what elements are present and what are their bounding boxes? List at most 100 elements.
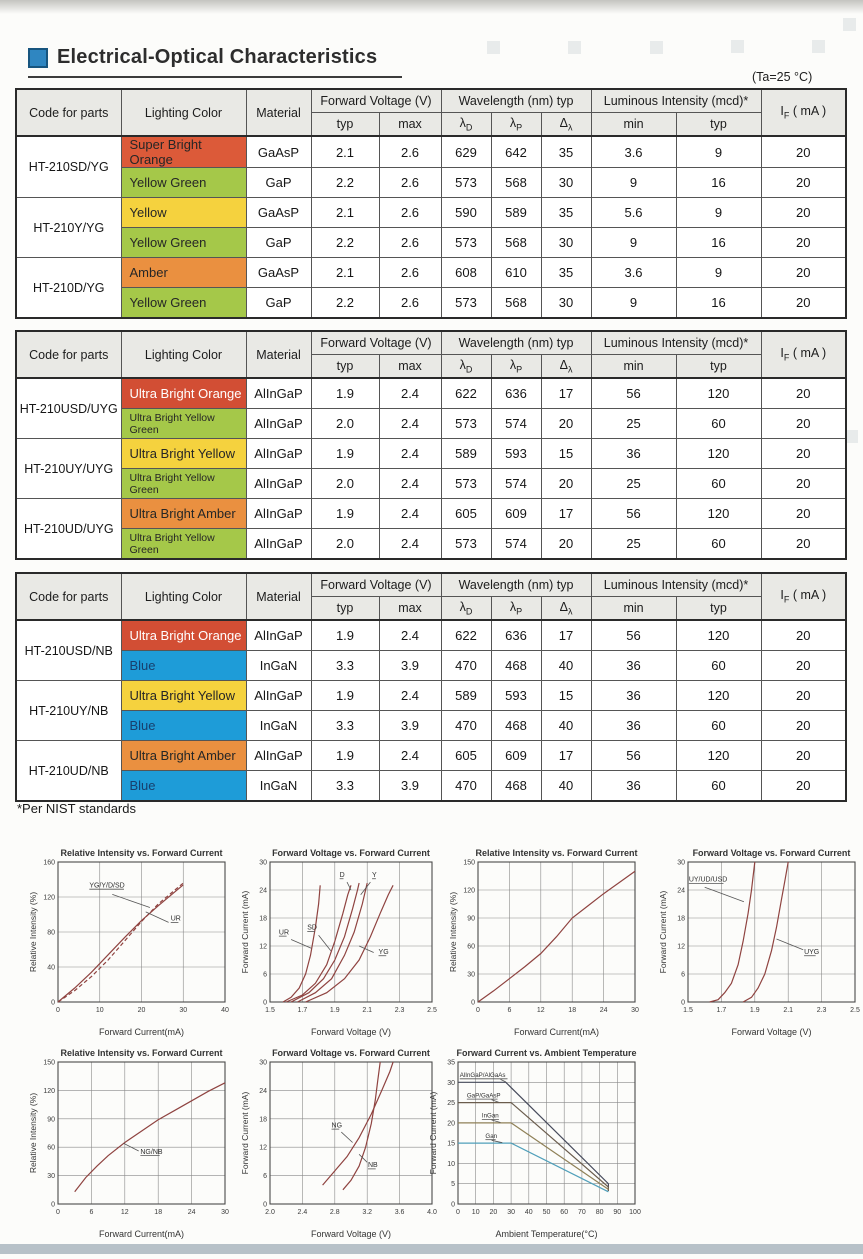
col-subheader: max	[378, 596, 442, 621]
x-tick: 40	[525, 1209, 533, 1216]
col-header-wavelength: Wavelength (nm) typ	[440, 88, 592, 113]
y-tick: 35	[447, 1060, 455, 1067]
value-cell: 2.1	[310, 135, 380, 168]
table-row: HT-210USD/UYG Ultra Bright Orange AlInGaP 1…	[15, 377, 847, 439]
col-header-forward-voltage: Forward Voltage (V)	[310, 88, 442, 113]
x-tick: 1.9	[750, 1007, 760, 1014]
y-tick: 12	[677, 944, 685, 951]
x-axis-label: Forward Current(mA)	[514, 1027, 599, 1037]
x-tick: 1.5	[683, 1007, 693, 1014]
y-tick: 120	[463, 888, 475, 895]
part-code: HT-210UY/NB	[15, 680, 122, 741]
x-tick: 1.7	[298, 1007, 308, 1014]
value-cell: 20	[760, 650, 847, 681]
chart-svg: Relative Intensity vs. Forward Current 0 6…	[28, 1048, 229, 1239]
x-tick: 2.1	[362, 1007, 372, 1014]
value-cell: 20	[540, 468, 592, 499]
x-tick: 20	[490, 1209, 498, 1216]
value-cell: 3.3	[310, 650, 380, 681]
value-cell: AlInGaP	[245, 680, 312, 711]
y-tick: 24	[259, 888, 267, 895]
curve-label: YG	[379, 949, 389, 956]
value-cell: 3.6	[590, 135, 677, 168]
value-cell: 2.0	[310, 468, 380, 499]
value-cell: 2.6	[378, 287, 442, 319]
value-cell: 574	[490, 528, 542, 560]
lighting-color-cell: Ultra Bright Orange	[120, 377, 247, 409]
value-cell: 5.6	[590, 197, 677, 228]
value-cell: 2.6	[378, 167, 442, 198]
col-subheader: λP	[490, 596, 542, 621]
chart-title: Forward Voltage vs. Forward Current	[693, 848, 851, 858]
x-tick: 90	[613, 1209, 621, 1216]
value-cell: 2.1	[310, 257, 380, 288]
value-cell: 2.4	[378, 377, 442, 409]
nist-footnote: *Per NIST standards	[17, 801, 136, 816]
series-NG	[322, 1061, 394, 1186]
value-cell: 568	[490, 167, 542, 198]
value-cell: 573	[440, 528, 492, 560]
value-cell: 2.6	[378, 197, 442, 228]
value-cell: 589	[440, 438, 492, 469]
y-tick: 150	[463, 860, 475, 867]
chart-title: Relative Intensity vs. Forward Current	[60, 848, 222, 858]
y-tick: 24	[259, 1088, 267, 1095]
value-cell: 36	[590, 770, 677, 802]
chart-relative-intensity-vs-forward-current-std: Relative Intensity vs. Forward Current 0 1…	[28, 846, 233, 1042]
value-cell: 60	[675, 528, 762, 560]
value-cell: 120	[675, 680, 762, 711]
series-NG/NB	[74, 1082, 226, 1193]
y-tick: 10	[447, 1161, 455, 1168]
value-cell: InGaN	[245, 650, 312, 681]
curve-label: UR	[171, 916, 181, 923]
value-cell: 3.9	[378, 710, 442, 741]
table-row: HT-210Y/YG Yellow GaAsP 2.1 2.6 590 589 35 5.6 9 2…	[15, 197, 847, 258]
col-subheader: typ	[310, 112, 380, 137]
y-tick: 0	[51, 1202, 55, 1209]
col-header-lighting-color: Lighting Color	[120, 330, 247, 379]
value-cell: AlInGaP	[245, 740, 312, 771]
table-row: Yellow Green GaP 2.2 2.6 573 568 30 9 16 20	[16, 167, 847, 198]
x-axis-label: Forward Voltage (V)	[311, 1229, 391, 1239]
value-cell: 605	[440, 740, 492, 771]
col-header-material: Material	[245, 88, 312, 137]
lighting-color-cell: Amber	[120, 257, 247, 288]
y-tick: 5	[451, 1181, 455, 1188]
value-cell: 470	[440, 710, 492, 741]
spec-table: Code for parts Lighting Color Material Forw…	[15, 330, 848, 560]
x-tick: 2.0	[265, 1209, 275, 1216]
value-cell: 568	[490, 227, 542, 258]
value-cell: 2.4	[378, 528, 442, 560]
col-header-code: Code for parts	[15, 88, 122, 137]
value-cell: 30	[540, 227, 592, 258]
y-tick: 0	[451, 1202, 455, 1209]
y-tick: 90	[47, 1116, 55, 1123]
col-header-code: Code for parts	[15, 330, 122, 379]
value-cell: 3.9	[378, 650, 442, 681]
y-axis-label: Forward Current (mA)	[658, 891, 668, 974]
value-cell: AlInGaP	[245, 619, 312, 651]
value-cell: 9	[675, 197, 762, 228]
value-cell: 120	[675, 377, 762, 409]
y-tick: 12	[259, 1145, 267, 1152]
y-axis-label: Relative Intensity (%)	[28, 1093, 38, 1173]
chart-svg: Forward Current vs. Ambient Temperature 0…	[428, 1048, 641, 1239]
value-cell: 3.3	[310, 770, 380, 802]
col-subheader: Δλ	[540, 112, 592, 137]
y-tick: 20	[447, 1120, 455, 1127]
value-cell: 25	[590, 468, 677, 499]
value-cell: GaAsP	[245, 197, 312, 228]
value-cell: GaP	[245, 227, 312, 258]
x-tick: 20	[138, 1007, 146, 1014]
col-subheader: Δλ	[540, 354, 592, 379]
y-tick: 30	[259, 1060, 267, 1067]
value-cell: 573	[440, 408, 492, 439]
x-tick: 2.3	[817, 1007, 827, 1014]
value-cell: 589	[490, 197, 542, 228]
x-tick: 30	[631, 1007, 639, 1014]
x-tick: 18	[568, 1007, 576, 1014]
chart-title: Relative Intensity vs. Forward Current	[60, 1048, 222, 1058]
x-axis-label: Forward Voltage (V)	[311, 1027, 391, 1037]
x-tick: 30	[179, 1007, 187, 1014]
part-code: HT-210UD/NB	[15, 740, 122, 802]
